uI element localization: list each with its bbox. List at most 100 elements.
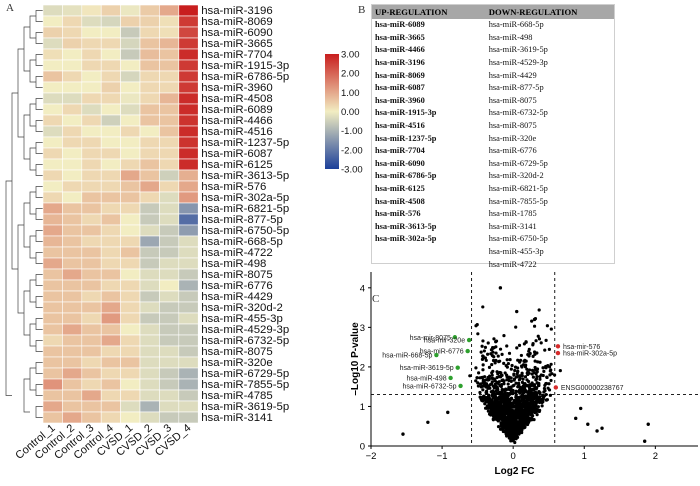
color-scale-tick: -1.00 (341, 126, 363, 137)
down-regulated-mirna: hsa-miR-498 (488, 32, 533, 42)
data-point-ns (528, 403, 532, 407)
heatmap-cell (159, 103, 180, 116)
heatmap-cell (81, 290, 102, 303)
heatmap-cell (81, 48, 102, 61)
y-tick-label: 0 (360, 442, 365, 453)
heatmap-cell (100, 345, 121, 358)
data-point-ns (512, 377, 517, 381)
data-point-ns (504, 432, 508, 436)
table-row: hsa-miR-4516 hsa-miR-8075 (372, 120, 614, 133)
data-point-ns (525, 405, 529, 409)
dendrogram-branch (5, 180, 12, 396)
heatmap-cell (100, 334, 121, 347)
heatmap-cell (100, 279, 121, 292)
data-point-ns (491, 358, 496, 363)
heatmap-cell (159, 81, 180, 94)
data-point-ns (518, 374, 522, 378)
heatmap-cell (100, 191, 121, 204)
heatmap-cell (100, 400, 121, 413)
data-point-ns (517, 383, 521, 388)
heatmap-cell (178, 400, 199, 413)
data-point-ns (478, 382, 483, 386)
color-scale-tick: -2.00 (341, 145, 363, 156)
heatmap-cell (178, 59, 199, 72)
data-point-ns (546, 386, 550, 390)
heatmap-cell (42, 48, 63, 61)
heatmap-cell (100, 48, 121, 61)
data-point-ns (513, 433, 518, 438)
data-point-ns (642, 439, 647, 443)
data-point-ns (490, 362, 494, 367)
heatmap-cell (139, 26, 160, 39)
heatmap-cell (139, 4, 160, 17)
data-point-ns (537, 308, 541, 312)
data-point-ns (479, 350, 483, 354)
heatmap-cell (81, 411, 102, 424)
data-point-ns (509, 387, 513, 391)
color-scale-bar (325, 54, 339, 169)
dendrogram-branch (29, 103, 36, 127)
data-point-ns (476, 381, 480, 385)
heatmap-cell (178, 356, 199, 369)
up-regulated-mirna: hsa-miR-4508 (375, 196, 425, 206)
point-label: ENSG00000238767 (561, 385, 624, 392)
heatmap-cell (81, 158, 102, 171)
heatmap-cell (139, 158, 160, 171)
data-point-ns (502, 334, 506, 338)
mirna-row-label: hsa-miR-3613-5p (201, 170, 289, 182)
heatmap-cell (120, 400, 141, 413)
heatmap-cell (159, 367, 180, 380)
heatmap-cell (81, 169, 102, 182)
heatmap-cell (159, 158, 180, 171)
data-point-ns (549, 368, 553, 372)
heatmap-cell (139, 37, 160, 50)
mirna-row-label: hsa-miR-3619-5p (201, 401, 289, 413)
mirna-row-label: hsa-miR-3196 (201, 5, 273, 17)
data-point-ns (541, 373, 545, 378)
data-point-ns (529, 413, 534, 417)
data-point-ns (490, 401, 494, 405)
heatmap-cell (100, 114, 121, 127)
heatmap-cell (100, 169, 121, 182)
heatmap-cell (159, 246, 180, 259)
up-regulated-mirna: hsa-miR-1237-5p (375, 133, 437, 143)
table-row: hsa-miR-6125 hsa-miR-6821-5p (372, 183, 614, 196)
heatmap-cell (178, 70, 199, 83)
heatmap-cell (81, 367, 102, 380)
down-regulated-mirna: hsa-miR-668-5p (488, 20, 544, 30)
heatmap-cell (62, 92, 83, 105)
mirna-row-label: hsa-miR-8075 (201, 346, 273, 358)
data-point-ns (519, 421, 524, 425)
heatmap-cell (81, 279, 102, 292)
down-regulated-mirna: hsa-miR-4722 (488, 259, 537, 269)
data-point-ns (503, 404, 507, 408)
heatmap-cell (139, 169, 160, 182)
heatmap-cell (120, 114, 141, 127)
data-point-ns (505, 358, 509, 362)
data-point-ns (474, 366, 478, 370)
heatmap-cell (62, 279, 83, 292)
data-point-down (465, 348, 470, 354)
heatmap-cell (62, 81, 83, 94)
point-label: hsa-miR-6732-5p (402, 383, 456, 390)
heatmap-cell (81, 92, 102, 105)
volcano-plot: −2 −1 0 1 2 0 1 2 3 4 Log2 FC –Log10 P-value hsa-mir… (350, 272, 698, 477)
heatmap-cell (159, 268, 180, 281)
data-point-ns (515, 309, 519, 314)
data-point-ns (521, 377, 525, 381)
heatmap-cell (62, 15, 83, 28)
data-point-ns (480, 344, 484, 348)
dendrogram-branch (23, 202, 30, 248)
heatmap-cell (120, 345, 141, 358)
heatmap-cell (178, 103, 199, 116)
mirna-row-label: hsa-miR-8075 (201, 269, 273, 281)
heatmap-cell (42, 268, 63, 281)
down-regulated-mirna: hsa-miR-7855-5p (488, 196, 548, 206)
down-regulated-mirna: hsa-miR-3619-5p (488, 45, 548, 55)
x-axis-label: Log2 FC (495, 466, 535, 477)
data-point-down (448, 375, 453, 381)
heatmap-cell (100, 81, 121, 94)
data-point-ns (475, 323, 479, 327)
mirna-row-label: hsa-miR-498 (201, 258, 266, 270)
data-point-ns (520, 411, 524, 416)
